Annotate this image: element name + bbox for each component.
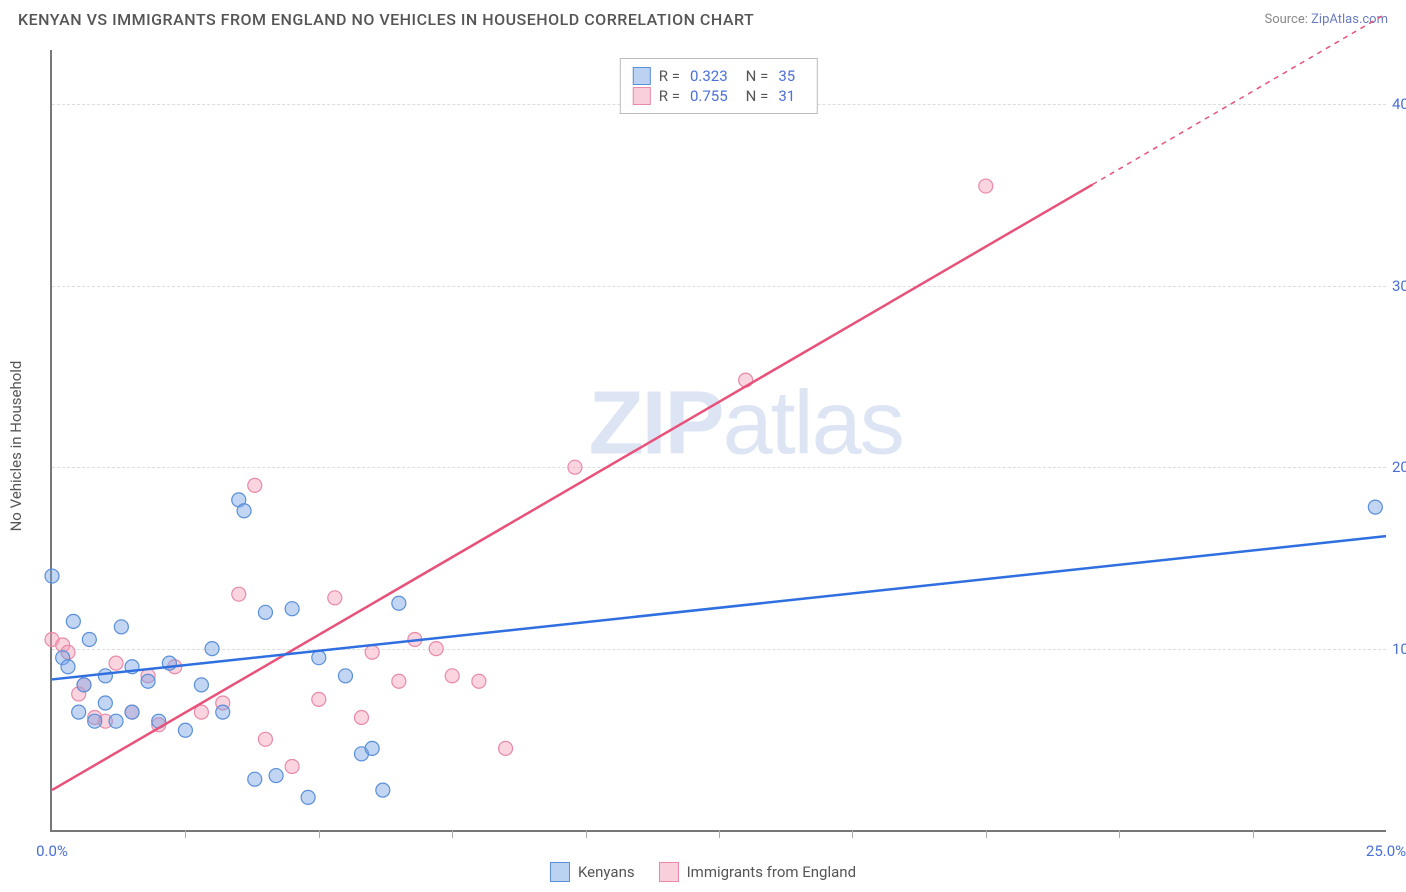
scatter-point-kenyans	[82, 633, 96, 647]
bottom-legend: Kenyans Immigrants from England	[550, 862, 856, 882]
scatter-point-kenyans	[205, 642, 219, 656]
scatter-point-kenyans	[141, 674, 155, 688]
trendline-dashed-england	[1093, 14, 1386, 185]
scatter-point-kenyans	[178, 723, 192, 737]
blue-swatch-icon	[633, 67, 651, 85]
xtick-label: 25.0%	[1366, 842, 1406, 860]
scatter-point-kenyans	[216, 705, 230, 719]
stats-row-kenyans: R = 0.323 N = 35	[633, 67, 805, 85]
stats-row-england: R = 0.755 N = 31	[633, 87, 805, 105]
pink-swatch-icon	[633, 87, 651, 105]
legend-label-england: Immigrants from England	[687, 863, 856, 881]
scatter-point-kenyans	[312, 651, 326, 665]
xtick	[719, 830, 720, 838]
scatter-point-kenyans	[269, 769, 283, 783]
correlation-stats-box: R = 0.323 N = 35 R = 0.755 N = 31	[620, 58, 818, 114]
scatter-point-kenyans	[338, 669, 352, 683]
ytick-label: 20.0%	[1392, 458, 1406, 476]
scatter-point-england	[472, 674, 486, 688]
scatter-point-england	[312, 692, 326, 706]
ytick-label: 10.0%	[1392, 640, 1406, 658]
scatter-point-kenyans	[1368, 500, 1382, 514]
y-axis-label: No Vehicles in Household	[7, 361, 25, 532]
scatter-point-england	[354, 711, 368, 725]
scatter-point-kenyans	[194, 678, 208, 692]
scatter-point-england	[499, 741, 513, 755]
scatter-point-kenyans	[98, 696, 112, 710]
chart-plot-area: 10.0%20.0%30.0%40.0%0.0%25.0% ZIPatlas R…	[50, 50, 1386, 832]
scatter-point-kenyans	[77, 678, 91, 692]
scatter-point-england	[979, 179, 993, 193]
scatter-point-kenyans	[109, 714, 123, 728]
scatter-point-kenyans	[45, 569, 59, 583]
pink-legend-swatch-icon	[659, 862, 679, 882]
scatter-point-england	[568, 460, 582, 474]
scatter-point-england	[258, 732, 272, 746]
scatter-point-england	[232, 587, 246, 601]
scatter-point-kenyans	[365, 741, 379, 755]
xtick	[986, 830, 987, 838]
scatter-point-kenyans	[376, 783, 390, 797]
blue-legend-swatch-icon	[550, 862, 570, 882]
legend-item-kenyans: Kenyans	[550, 862, 635, 882]
chart-title: KENYAN VS IMMIGRANTS FROM ENGLAND NO VEH…	[18, 10, 754, 29]
scatter-point-england	[429, 642, 443, 656]
scatter-point-kenyans	[301, 790, 315, 804]
scatter-plot-svg	[52, 50, 1386, 830]
scatter-point-england	[445, 669, 459, 683]
legend-item-england: Immigrants from England	[659, 862, 856, 882]
xtick	[586, 830, 587, 838]
scatter-point-kenyans	[88, 714, 102, 728]
scatter-point-kenyans	[258, 605, 272, 619]
scatter-point-kenyans	[125, 705, 139, 719]
xtick-label: 0.0%	[36, 842, 68, 860]
xtick	[452, 830, 453, 838]
xtick	[852, 830, 853, 838]
scatter-point-kenyans	[114, 620, 128, 634]
scatter-point-kenyans	[392, 596, 406, 610]
scatter-point-england	[248, 478, 262, 492]
ytick-label: 40.0%	[1392, 95, 1406, 113]
scatter-point-kenyans	[248, 772, 262, 786]
scatter-point-kenyans	[98, 669, 112, 683]
trendline-england	[52, 185, 1093, 791]
xtick	[1253, 830, 1254, 838]
source-attribution: Source: ZipAtlas.com	[1264, 12, 1388, 27]
xtick	[185, 830, 186, 838]
scatter-point-england	[109, 656, 123, 670]
scatter-point-kenyans	[61, 660, 75, 674]
scatter-point-kenyans	[237, 504, 251, 518]
scatter-point-kenyans	[72, 705, 86, 719]
scatter-point-kenyans	[66, 614, 80, 628]
legend-label-kenyans: Kenyans	[578, 863, 635, 881]
scatter-point-england	[328, 591, 342, 605]
scatter-point-england	[285, 760, 299, 774]
ytick-label: 30.0%	[1392, 277, 1406, 295]
scatter-point-kenyans	[285, 602, 299, 616]
xtick	[319, 830, 320, 838]
trendline-kenyans	[52, 536, 1386, 679]
source-link[interactable]: ZipAtlas.com	[1311, 12, 1388, 27]
chart-header: KENYAN VS IMMIGRANTS FROM ENGLAND NO VEH…	[0, 0, 1406, 33]
scatter-point-england	[365, 645, 379, 659]
scatter-point-england	[392, 674, 406, 688]
xtick	[1119, 830, 1120, 838]
